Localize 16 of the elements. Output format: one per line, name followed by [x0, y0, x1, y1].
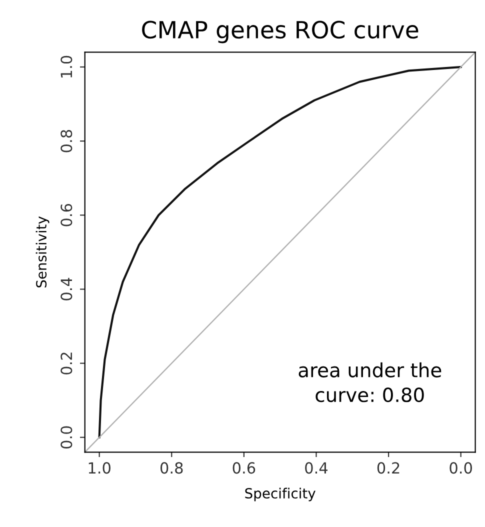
x-tick-label: 0.6 — [232, 462, 256, 474]
y-axis-title: Sensitivity — [36, 216, 50, 288]
annotation: area under the curve: 0.80 — [298, 362, 442, 402]
y-tick-label: 1.0 — [60, 56, 72, 78]
y-tick-label: 0.8 — [60, 130, 72, 152]
x-tick-label: 1.0 — [88, 462, 110, 474]
x-tick-label: 0.0 — [450, 462, 472, 474]
y-tick-label: 0.2 — [60, 352, 72, 374]
y-tick-label: 0.0 — [60, 426, 72, 448]
y-tick-label: 0.6 — [60, 204, 72, 226]
x-tick-label: 0.4 — [305, 462, 328, 474]
chart-title: CMAP genes ROC curve — [142, 20, 418, 44]
x-axis-title: Specificity — [245, 488, 316, 502]
y-tick-label: 0.4 — [60, 278, 72, 300]
x-tick-label: 0.8 — [160, 462, 183, 474]
x-tick-label: 0.2 — [377, 462, 400, 474]
